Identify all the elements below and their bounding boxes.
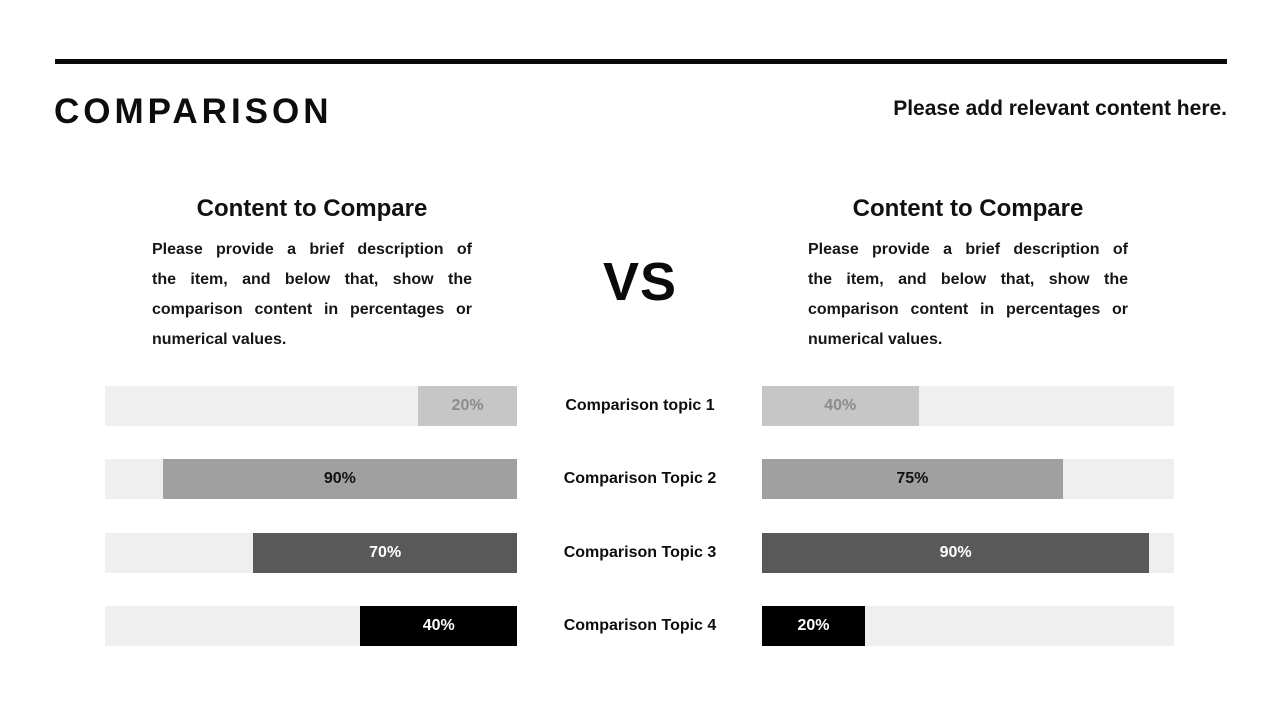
right-bar-track: 40% xyxy=(762,386,1174,426)
left-bar-value: 70% xyxy=(369,544,402,561)
left-bar-fill: 90% xyxy=(162,459,517,499)
row-label: Comparison Topic 2 xyxy=(563,470,717,487)
description-line: Please provide a brief description of xyxy=(808,241,1128,258)
header-divider xyxy=(55,59,1227,64)
description-line: comparison content in percentages or xyxy=(808,301,1128,318)
right-bar-value: 40% xyxy=(824,397,857,414)
right-bar-fill: 40% xyxy=(762,386,919,426)
left-bar-track: 70% xyxy=(105,533,517,573)
right-column-description: Please provide a brief description of th… xyxy=(808,235,1128,355)
row-label: Comparison topic 1 xyxy=(565,397,715,414)
right-bar-value: 75% xyxy=(896,470,929,487)
left-bar-fill: 40% xyxy=(360,606,517,646)
right-bar-fill: 20% xyxy=(762,606,865,646)
description-line: numerical values. xyxy=(808,331,943,348)
right-bar-track: 75% xyxy=(762,459,1174,499)
description-line: the item, and below that, show the xyxy=(152,271,472,288)
description-line: the item, and below that, show the xyxy=(808,271,1128,288)
left-bar-value: 20% xyxy=(451,397,484,414)
left-bar-track: 90% xyxy=(105,459,517,499)
left-bar-track: 40% xyxy=(105,606,517,646)
left-bar-fill: 70% xyxy=(253,533,517,573)
description-line: numerical values. xyxy=(152,331,287,348)
right-bar-track: 20% xyxy=(762,606,1174,646)
right-bar-fill: 90% xyxy=(762,533,1150,573)
left-bar-value: 90% xyxy=(323,470,356,487)
description-line: comparison content in percentages or xyxy=(152,301,472,318)
right-bar-value: 20% xyxy=(797,617,830,634)
left-bar-value: 40% xyxy=(422,617,455,634)
left-bar-track: 20% xyxy=(105,386,517,426)
right-bar-value: 90% xyxy=(939,544,972,561)
vs-label: VS xyxy=(602,252,678,312)
right-bar-fill: 75% xyxy=(762,459,1063,499)
left-column-description: Please provide a brief description of th… xyxy=(152,235,472,355)
right-column-heading: Content to Compare xyxy=(852,195,1084,222)
right-bar-track: 90% xyxy=(762,533,1174,573)
row-label: Comparison Topic 4 xyxy=(563,617,717,634)
page-title: COMPARISON xyxy=(54,92,333,131)
header-note: Please add relevant content here. xyxy=(893,97,1227,120)
left-column-heading: Content to Compare xyxy=(196,195,428,222)
description-line: Please provide a brief description of xyxy=(152,241,472,258)
left-bar-fill: 20% xyxy=(418,386,517,426)
row-label: Comparison Topic 3 xyxy=(563,544,717,561)
